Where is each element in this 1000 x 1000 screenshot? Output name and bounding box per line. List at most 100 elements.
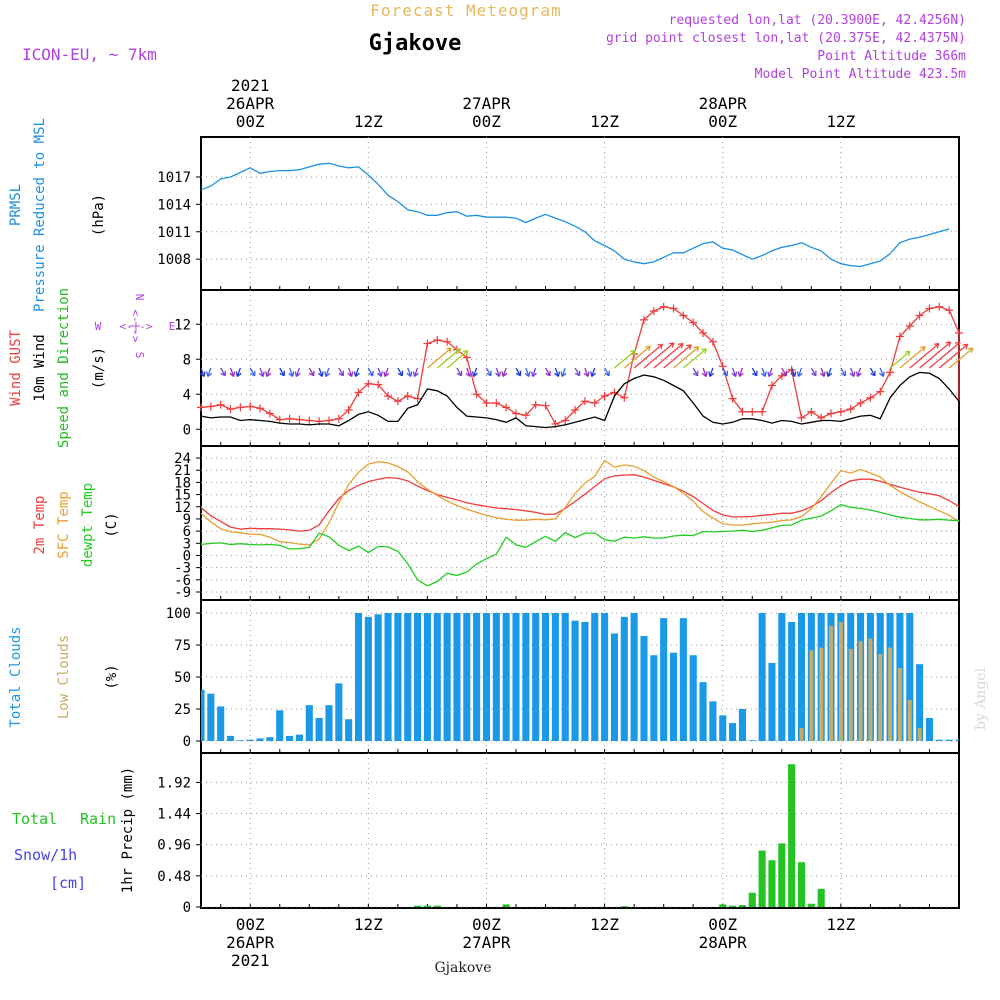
top-axis-label: 28APR [699, 94, 748, 113]
2m-temp-line [200, 474, 960, 532]
bottom-axis-label: 00Z [472, 915, 501, 934]
gust-marker [334, 414, 343, 423]
clouds-ytick-label: 25 [174, 702, 191, 718]
wind-direction-arrow [633, 343, 663, 369]
gust-marker [305, 416, 314, 425]
precip-legend-total: Total [12, 810, 57, 828]
precip-ylabel: Total Rain Snow/1h [cm] 1hr Precip (mm) [12, 767, 136, 893]
total-clouds-bar [729, 723, 737, 741]
gust-marker [639, 315, 648, 324]
rain-bar [719, 904, 727, 907]
pressure-ylabel-line1: PRMSL [8, 184, 24, 226]
bottom-axis-label: 2021 [231, 951, 270, 970]
rain-bar [758, 850, 766, 907]
total-clouds-bar [463, 613, 471, 741]
wind-direction-arrow [354, 367, 360, 377]
total-clouds-bar [719, 715, 727, 741]
temperature-ytick-label: 6 [183, 524, 191, 540]
wind-direction-arrow [869, 367, 876, 377]
wind-direction-arrow [561, 367, 566, 377]
temp-ylabel-dewpt: dewpt Temp [80, 483, 96, 567]
wind-direction-arrow [909, 343, 940, 369]
wind-direction-arrow [288, 367, 294, 377]
wind-direction-arrow [407, 367, 412, 377]
wind-direction-arrow [948, 347, 974, 369]
wind-direction-arrowhead [383, 371, 390, 377]
total-clouds-bar [916, 664, 924, 741]
gust-marker [354, 388, 363, 397]
wind-direction-arrow [295, 367, 301, 377]
top-axis-label: 12Z [354, 112, 383, 131]
temperature-ytick-label: 9 [183, 512, 191, 528]
wind-direction-arrowhead [583, 371, 590, 377]
wind-direction-arrow [591, 367, 596, 377]
total-clouds-bar [925, 717, 934, 741]
wind-direction-arrowhead [708, 371, 715, 377]
top-axis-label: 2021 [231, 76, 270, 95]
wind-direction-arrow [236, 367, 241, 377]
gust-marker [807, 407, 816, 416]
wind-direction-arrowhead [515, 370, 522, 377]
pressure-ytick-label: 1011 [157, 225, 191, 241]
wind-direction-arrowhead [967, 347, 974, 354]
rain-bar [433, 905, 441, 907]
wind-direction-arrowhead [199, 371, 206, 377]
wind-direction-arrow [663, 344, 692, 369]
total-clouds-bar [591, 613, 599, 741]
gust-marker [708, 337, 717, 346]
wind-direction-arrow [279, 367, 285, 377]
top-axis-label: 12Z [826, 112, 855, 131]
gust-marker [659, 302, 668, 311]
temp-ylabel-2m: 2m Temp [32, 495, 48, 554]
compass-north: N [133, 294, 146, 301]
wind-direction-arrowhead [465, 371, 472, 377]
gust-marker [295, 415, 304, 424]
gust-marker [502, 403, 511, 412]
wind-direction-arrow [938, 343, 969, 369]
gust-marker [531, 400, 540, 409]
temperature-ytick-label: 0 [183, 548, 191, 564]
rain-bar [414, 905, 422, 907]
gust-marker [413, 394, 422, 403]
temperature-ytick-label: -3 [174, 561, 191, 577]
total-clouds-bar [738, 709, 746, 741]
total-clouds-bar [364, 616, 372, 741]
total-clouds-bar [246, 739, 254, 741]
gust-marker [679, 311, 688, 320]
bottom-axis-label: 00Z [236, 915, 265, 934]
precip-ytick-label: 0 [183, 900, 191, 916]
total-clouds-bar [325, 705, 333, 741]
wind-direction-arrow [692, 367, 699, 377]
total-clouds-bar [394, 613, 402, 741]
gust-marker [433, 336, 442, 344]
gust-marker [226, 405, 235, 414]
wind-direction-arrowhead [840, 370, 847, 377]
wind-direction-arrowhead [590, 371, 596, 377]
total-clouds-bar [492, 613, 500, 741]
wind-direction-arrowhead [471, 371, 478, 377]
gust-marker [512, 409, 521, 418]
wind-direction-arrowhead [258, 371, 265, 377]
clouds-ytick-label: 100 [166, 606, 191, 622]
total-clouds-bar [482, 613, 491, 741]
gust-marker [876, 387, 885, 396]
wind-direction-arrow [827, 367, 832, 377]
wind-direction-arrow [879, 367, 884, 377]
wind-direction-arrow [367, 367, 374, 377]
gust-marker [206, 402, 215, 411]
clouds-ylabel-low: Low Clouds [56, 635, 72, 719]
wind-direction-arrow [515, 367, 522, 377]
wind-direction-arrowhead [317, 371, 324, 377]
rain-bar [768, 860, 776, 907]
pressure-panel: 1008 1011 1014 1017 [157, 136, 960, 291]
wind-direction-arrowhead [531, 371, 537, 377]
total-clouds-bar [679, 618, 687, 741]
precip-legend-snow: Snow/1h [14, 846, 77, 864]
precip-legend-rain: Rain [80, 810, 116, 828]
wind-direction-arrow [229, 367, 235, 377]
clouds-ytick-label: 50 [174, 670, 191, 686]
total-clouds-bar [689, 655, 697, 741]
total-clouds-bar [778, 613, 786, 741]
total-clouds-bar [502, 613, 510, 741]
wind-direction-arrowhead [955, 341, 961, 348]
